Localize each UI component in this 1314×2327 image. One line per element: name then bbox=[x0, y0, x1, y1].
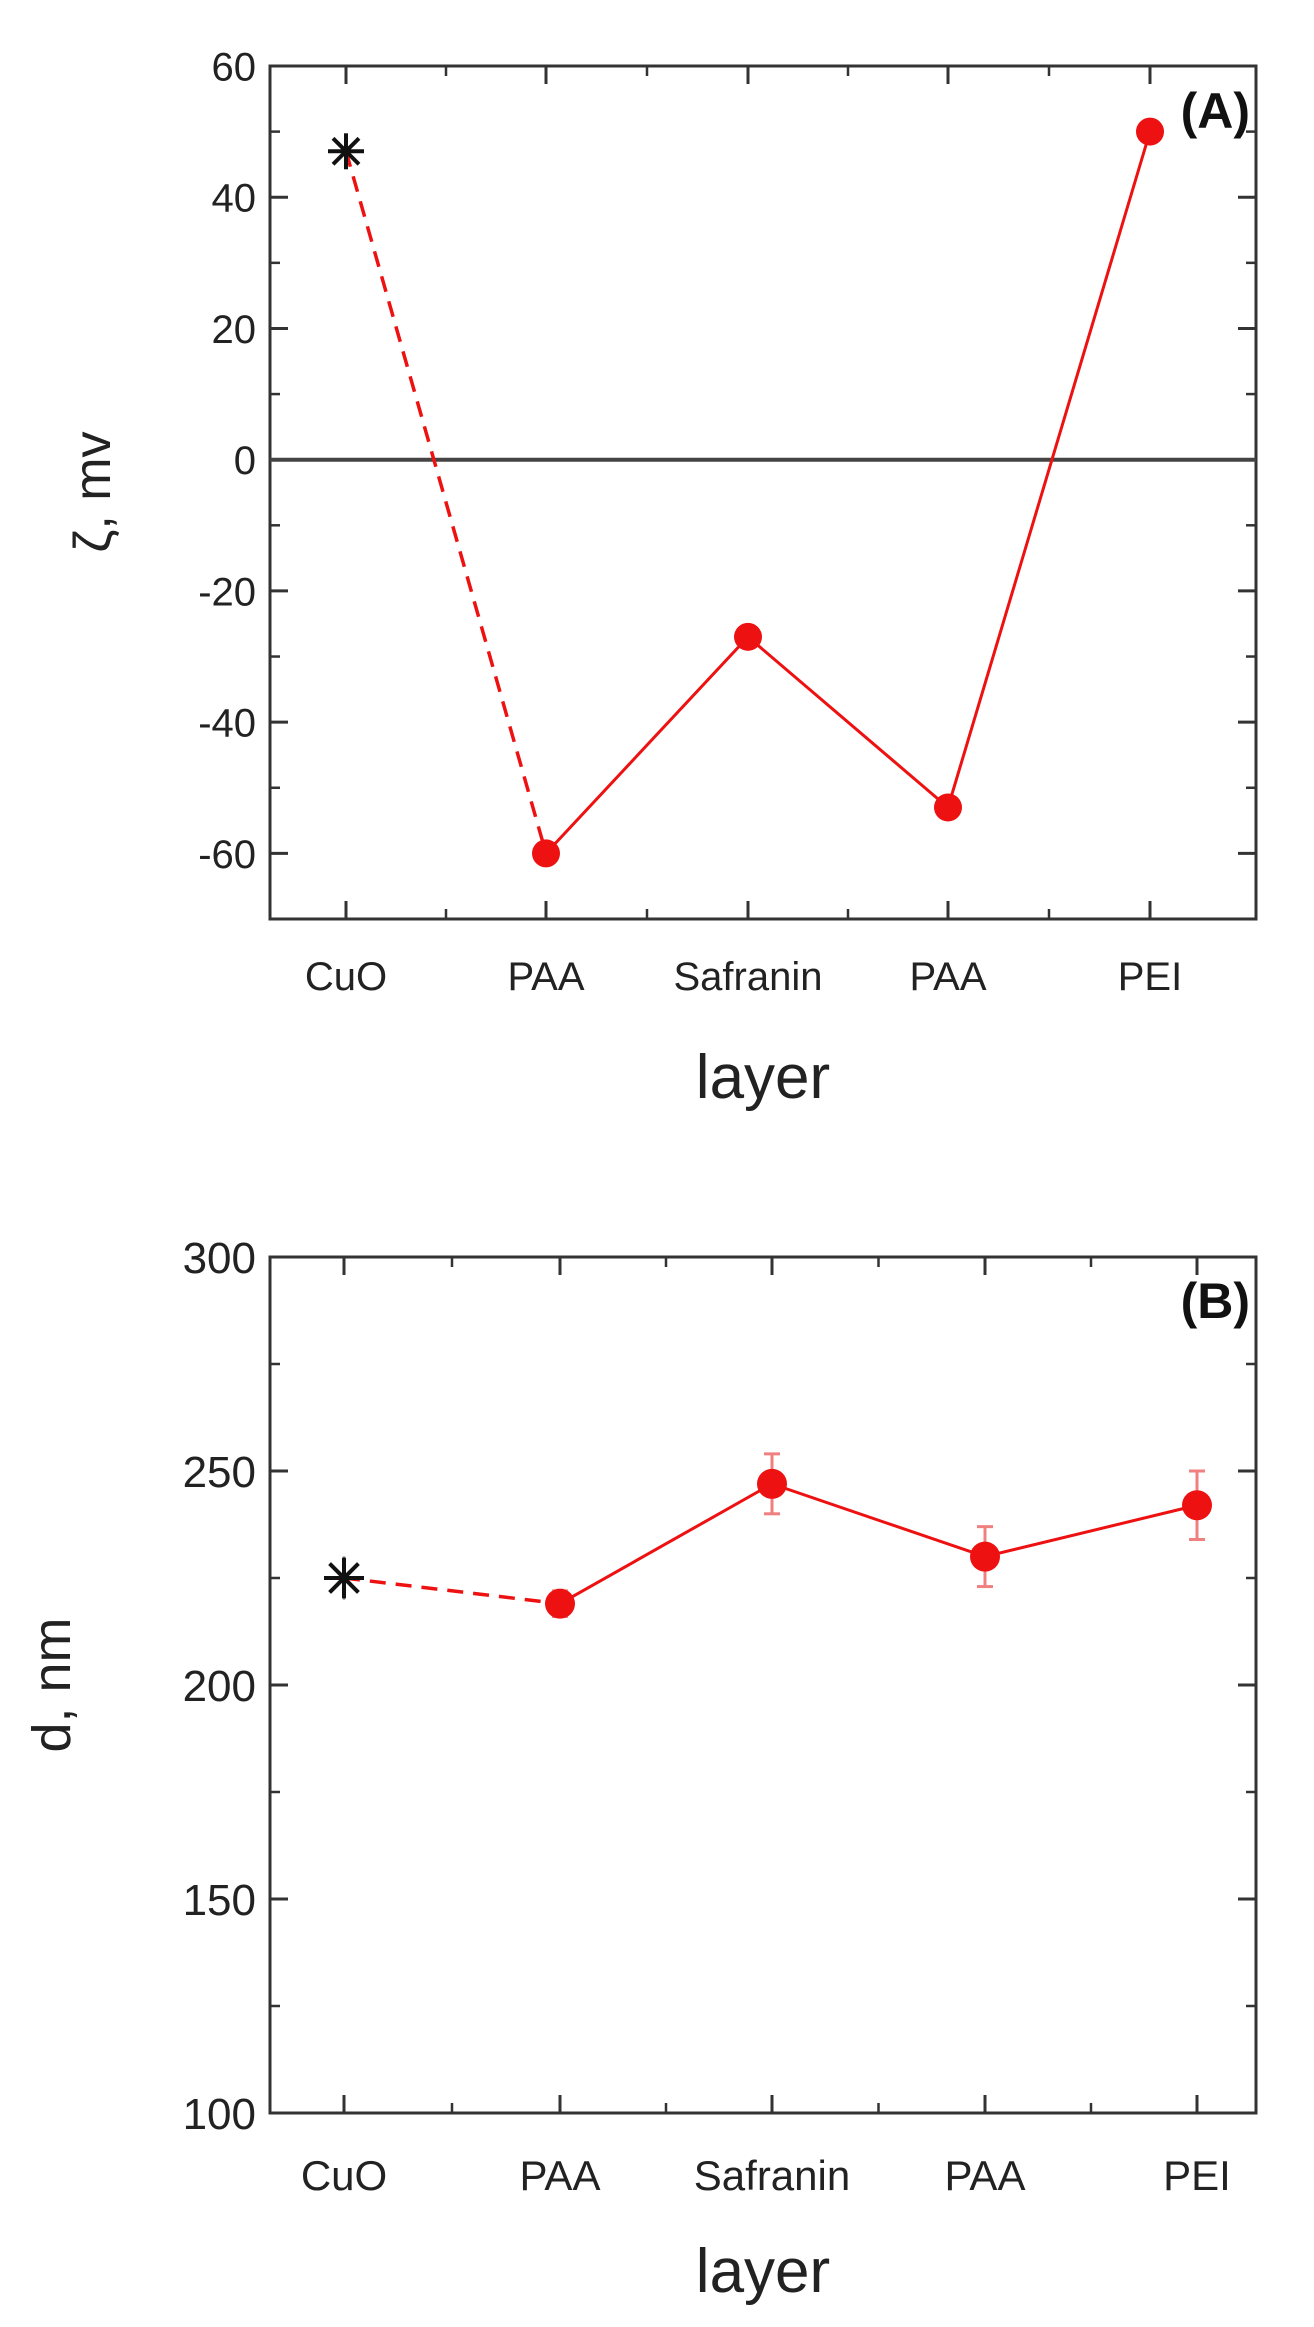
panel-b-y-tick-label: 250 bbox=[183, 1448, 256, 1497]
panel-a-y-tick-label: 40 bbox=[212, 177, 257, 221]
panel-a-data-point bbox=[734, 622, 762, 651]
panel-b-asterisk-stroke bbox=[328, 1562, 360, 1594]
panel-a-y-tick-label: -40 bbox=[198, 702, 256, 746]
panel-b-x-tick-label: Safranin bbox=[694, 2152, 850, 2199]
panel-b-x-ticks: CuO PAA Safranin PAA PEI bbox=[301, 1257, 1231, 2199]
panel-a-zeta-potential-chart: 60 40 20 0 -20 -40 -60 CuO PAA Safranin PAA PEI (A… bbox=[64, 45, 1258, 1112]
panel-b-x-axis-title: layer bbox=[696, 2237, 830, 2306]
panel-a-series-line bbox=[544, 131, 1152, 855]
panel-a-y-tick-label: -20 bbox=[198, 570, 256, 614]
panel-a-series bbox=[270, 117, 1256, 868]
panel-a-plot-frame bbox=[268, 64, 1258, 921]
panel-b-dashed-connector bbox=[343, 1576, 561, 1606]
panel-a-dashed-connector bbox=[344, 150, 548, 854]
panel-a-y-tick-label: 0 bbox=[234, 439, 256, 483]
panel-a-x-tick-label: PEI bbox=[1118, 955, 1182, 999]
panel-a-x-axis-title: layer bbox=[696, 1043, 830, 1112]
panel-b-x-tick-label: CuO bbox=[301, 2152, 387, 2199]
panel-b-data-point bbox=[1182, 1490, 1212, 1521]
panel-a-x-ticks: CuO PAA Safranin PAA PEI bbox=[305, 66, 1182, 999]
panel-b-x-tick-label: PEI bbox=[1163, 2152, 1231, 2199]
panel-b-data-point bbox=[545, 1588, 575, 1619]
panel-a-y-ticks: 60 40 20 0 -20 -40 -60 bbox=[198, 45, 1256, 921]
panel-a-asterisk-point bbox=[328, 133, 364, 170]
panel-a-x-tick-label: PAA bbox=[507, 955, 584, 999]
panel-b-label: (B) bbox=[1181, 1273, 1250, 1329]
panel-b-x-tick-label: PAA bbox=[945, 2152, 1026, 2199]
panel-b-y-axis-title: d, nm bbox=[22, 1617, 82, 1752]
panel-a-label: (A) bbox=[1181, 83, 1250, 139]
panel-b-series-line bbox=[559, 1482, 1198, 1605]
panel-a-y-tick-label: -60 bbox=[198, 833, 256, 877]
panel-b-diameter-chart: 300 250 200 150 100 CuO PAA Safranin PAA PEI (B)… bbox=[22, 1234, 1258, 2306]
panel-b-data-point bbox=[757, 1468, 787, 1499]
panel-b-y-tick-label: 100 bbox=[183, 2090, 256, 2139]
panel-a-data-point bbox=[532, 839, 560, 868]
panel-b-series bbox=[324, 1452, 1212, 1619]
panel-a-x-tick-label: Safranin bbox=[674, 955, 823, 999]
panel-a-data-point bbox=[934, 793, 962, 822]
panel-b-data-point bbox=[970, 1541, 1000, 1572]
panel-a-y-axis-title: ζ, mv bbox=[64, 431, 122, 552]
panel-a-y-tick-label: 60 bbox=[212, 45, 257, 89]
panel-a-x-tick-label: PAA bbox=[909, 955, 986, 999]
panel-b-y-tick-label: 300 bbox=[183, 1234, 256, 1283]
panel-b-asterisk-point bbox=[324, 1558, 364, 1598]
panel-b-plot-frame bbox=[268, 1255, 1258, 2115]
panel-a-data-point bbox=[1136, 117, 1164, 146]
panel-b-y-ticks: 300 250 200 150 100 bbox=[183, 1234, 1256, 2139]
panel-b-y-tick-label: 150 bbox=[183, 1876, 256, 1925]
panel-b-y-tick-label: 200 bbox=[183, 1662, 256, 1711]
panel-a-asterisk-stroke bbox=[331, 136, 361, 166]
panel-b-x-tick-label: PAA bbox=[520, 2152, 601, 2199]
panel-a-y-tick-label: 20 bbox=[212, 308, 257, 352]
panel-a-x-tick-label: CuO bbox=[305, 955, 387, 999]
